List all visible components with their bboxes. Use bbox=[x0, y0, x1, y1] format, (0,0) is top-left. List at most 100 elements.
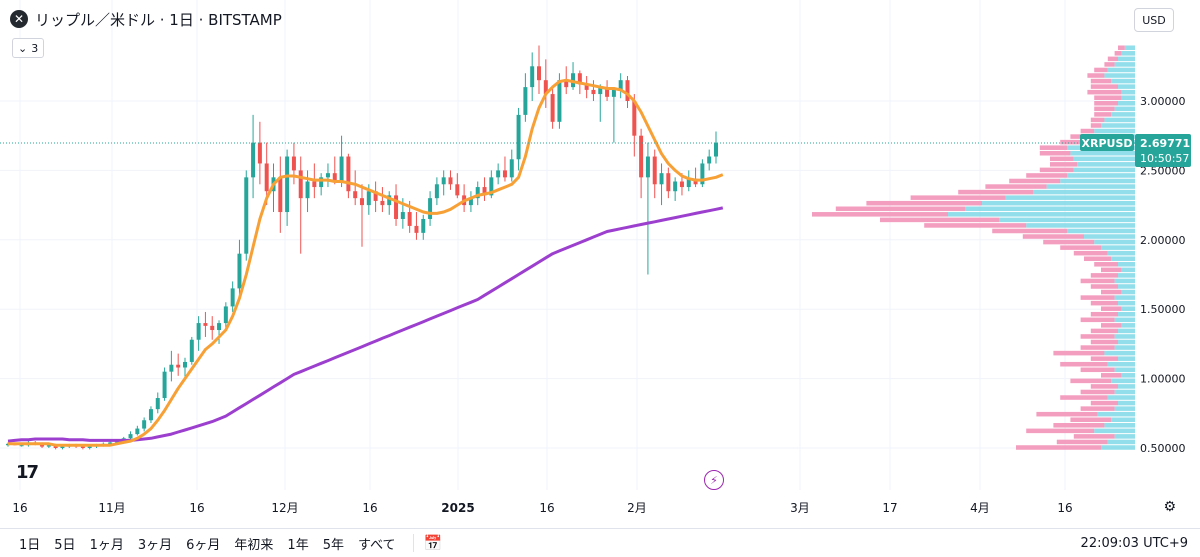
candle-body bbox=[679, 181, 684, 188]
volume-profile-up-bar bbox=[1114, 406, 1135, 411]
volume-profile-down-bar bbox=[1073, 434, 1115, 439]
volume-profile-up-bar bbox=[1118, 56, 1135, 62]
volume-profile-up-bar bbox=[1107, 67, 1135, 73]
volume-profile-up-bar bbox=[1104, 117, 1135, 123]
volume-profile-up-bar bbox=[1107, 361, 1135, 367]
timeframe-5y-button[interactable]: 5年 bbox=[322, 537, 344, 553]
candle-body bbox=[373, 191, 378, 201]
timeframe-1m-button[interactable]: 1ヶ月 bbox=[89, 537, 124, 553]
volume-profile-up-bar bbox=[1118, 356, 1135, 361]
timeframe-1y-button[interactable]: 1年 bbox=[287, 537, 309, 553]
volume-profile-up-bar bbox=[1094, 128, 1135, 134]
timeframe-all-button[interactable]: すべて bbox=[357, 537, 396, 553]
candle-body bbox=[80, 446, 85, 448]
volume-profile-down-bar bbox=[1094, 101, 1118, 106]
volume-profile-down-bar bbox=[1090, 300, 1118, 306]
chart-title: リップル／米ドル · 1日 · BITSTAMP bbox=[35, 10, 282, 29]
volume-profile-down-bar bbox=[1073, 250, 1108, 256]
volume-profile-up-bar bbox=[1118, 284, 1135, 289]
candle-body bbox=[428, 198, 433, 219]
volume-profile-down-bar bbox=[1094, 95, 1122, 100]
candle-body bbox=[414, 225, 419, 233]
timeframe-6m-button[interactable]: 6ヶ月 bbox=[186, 537, 221, 553]
close-circle-icon[interactable]: ✕ bbox=[10, 10, 28, 28]
currency-label: USD bbox=[1142, 13, 1166, 27]
volume-profile-down-bar bbox=[1094, 67, 1108, 73]
candle-body bbox=[577, 73, 582, 85]
candle-body bbox=[441, 177, 446, 185]
candle-body bbox=[87, 446, 92, 448]
volume-profile-down-bar bbox=[1036, 411, 1098, 417]
candle-body bbox=[142, 420, 147, 429]
price-chart[interactable]: 0.50000 1.00000 1.50000 2.00000 2.50000 3.000… bbox=[0, 0, 1200, 528]
volume-profile-up-bar bbox=[1097, 411, 1135, 417]
candle-body bbox=[251, 142, 256, 178]
currency-button[interactable]: USD bbox=[1134, 8, 1174, 32]
volume-profile-down-bar bbox=[1026, 173, 1067, 178]
settings-gear-icon[interactable]: ⚙ bbox=[1163, 499, 1176, 515]
candle-body bbox=[700, 163, 705, 185]
volume-profile-up-bar bbox=[1107, 395, 1135, 400]
volume-profile-down-bar bbox=[1026, 428, 1095, 434]
volume-profile-up-bar bbox=[1114, 278, 1135, 284]
volume-profile-up-bar bbox=[1118, 384, 1135, 389]
volume-profile-down-bar bbox=[985, 184, 1047, 189]
x-tick-label: 12月 bbox=[271, 501, 298, 515]
volume-profile-down-bar bbox=[1090, 384, 1118, 389]
candle-body bbox=[387, 195, 392, 206]
timeframe-5d-button[interactable]: 5日 bbox=[54, 537, 76, 553]
candle-body bbox=[169, 364, 174, 372]
candle-body bbox=[645, 156, 650, 178]
volume-profile-down-bar bbox=[1107, 56, 1118, 62]
candle-body bbox=[108, 442, 113, 444]
x-tick-label: 2025 bbox=[441, 501, 474, 515]
volume-profile-down-bar bbox=[1094, 106, 1115, 112]
volume-profile-up-bar bbox=[1111, 112, 1135, 117]
volume-profile-down-bar bbox=[880, 217, 999, 223]
volume-profile-up-bar bbox=[1114, 317, 1135, 323]
volume-profile-down-bar bbox=[1060, 245, 1101, 250]
x-tick-label: 17 bbox=[882, 501, 897, 515]
x-tick-label: 16 bbox=[12, 501, 27, 515]
volume-profile-up-bar bbox=[1121, 373, 1135, 378]
volume-profile-down-bar bbox=[1090, 78, 1112, 84]
volume-profile-down-bar bbox=[1060, 395, 1108, 400]
volume-profile-down-bar bbox=[1080, 406, 1115, 411]
volume-profile-up-bar bbox=[1046, 184, 1135, 189]
tradingview-logo-icon[interactable]: 17 bbox=[16, 462, 39, 483]
volume-profile-down-bar bbox=[866, 200, 982, 206]
candle-body bbox=[584, 84, 589, 90]
volume-profile-up-bar bbox=[1118, 328, 1135, 334]
volume-profile-up-bar bbox=[982, 200, 1135, 206]
volume-profile-down-bar bbox=[1080, 278, 1115, 284]
indicator-collapse-button[interactable]: ⌄ 3 bbox=[12, 38, 45, 58]
volume-profile-up-bar bbox=[1114, 295, 1135, 300]
candle-body bbox=[291, 156, 296, 171]
calendar-goto-icon[interactable]: 📅 bbox=[423, 534, 443, 552]
candle-body bbox=[407, 212, 412, 226]
volume-profile-up-bar bbox=[1101, 123, 1135, 128]
timeframe-ytd-button[interactable]: 年初来 bbox=[234, 537, 274, 553]
candle-body bbox=[537, 66, 541, 81]
candle-body bbox=[516, 114, 521, 160]
volume-profile-up-bar bbox=[1070, 150, 1135, 156]
volume-profile-up-bar bbox=[1101, 445, 1135, 450]
timeframe-3m-button[interactable]: 3ヶ月 bbox=[137, 537, 173, 553]
volume-profile-up-bar bbox=[1118, 84, 1135, 89]
candle-body bbox=[543, 80, 548, 95]
y-tick-label: 0.50000 bbox=[1140, 442, 1186, 455]
volume-profile-up-bar bbox=[1114, 62, 1135, 67]
candle-body bbox=[502, 170, 507, 178]
volume-profile-down-bar bbox=[1087, 73, 1105, 78]
candle-body bbox=[210, 325, 215, 331]
candle-body bbox=[482, 187, 487, 196]
symbol-tag-label: XRPUSD bbox=[1082, 137, 1133, 150]
timeframe-1d-button[interactable]: 1日 bbox=[19, 537, 41, 553]
candle-body bbox=[380, 200, 385, 206]
candle-body bbox=[564, 80, 569, 88]
x-tick-label: 16 bbox=[1057, 501, 1072, 515]
volume-profile-down-bar bbox=[1043, 239, 1095, 245]
flash-icon[interactable]: ⚡ bbox=[704, 470, 724, 490]
candle-body bbox=[203, 323, 208, 326]
volume-profile-down-bar bbox=[1009, 178, 1061, 184]
